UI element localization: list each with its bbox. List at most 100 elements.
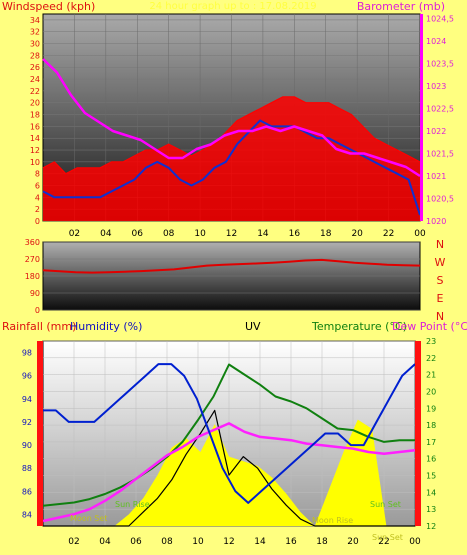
humidity-tick-label: 98: [22, 349, 32, 358]
windspeed-tick-label: 4: [35, 193, 40, 202]
direction-tick-label: 0: [35, 306, 40, 315]
x-tick-label: 08: [161, 537, 173, 547]
humidity-tick-label: 88: [22, 464, 32, 473]
rain-axis-bar: [37, 341, 43, 526]
temperature-tick-label: 18: [426, 421, 436, 430]
windspeed-axis-label: Windspeed (kph): [2, 0, 95, 13]
x-tick-label: 04: [99, 537, 111, 547]
direction-tick-label: 90: [30, 289, 40, 298]
temperature-tick-label: 20: [426, 387, 436, 396]
x-tick-label: 06: [132, 229, 144, 239]
compass-label: N: [436, 238, 444, 251]
temperature-tick-label: 16: [426, 455, 436, 464]
humidity-tick-label: 84: [22, 510, 32, 519]
x-tick-label: 00: [409, 537, 421, 547]
temperature-tick-label: 13: [426, 505, 436, 514]
x-tick-label: 02: [69, 229, 80, 239]
x-tick-label: 18: [316, 537, 328, 547]
humidity-tick-label: 90: [22, 441, 32, 450]
barometer-tick-label: 1023: [426, 82, 446, 91]
windspeed-tick-label: 16: [30, 122, 40, 131]
compass-label: W: [435, 256, 446, 269]
barometer-tick-label: 1021: [426, 172, 446, 181]
humidity-axis-label: Humidity (%): [70, 320, 142, 333]
barometer-tick-label: 1021,5: [426, 150, 454, 159]
windspeed-tick-label: 24: [30, 75, 40, 84]
barometer-tick-label: 1022,5: [426, 105, 454, 114]
x-tick-label: 04: [100, 229, 112, 239]
uv-axis-label: UV: [245, 320, 261, 333]
barometer-tick-label: 1020: [426, 217, 446, 226]
x-tick-label: 10: [194, 229, 206, 239]
solar-line: [43, 409, 415, 527]
windspeed-tick-label: 30: [30, 40, 40, 49]
x-tick-label: 02: [68, 537, 79, 547]
barometer-tick-label: 1024: [426, 37, 446, 46]
wind-direction-line: [42, 258, 421, 274]
humidity-tick-label: 94: [22, 395, 32, 404]
direction-tick-label: 360: [25, 238, 40, 247]
temperature-tick-label: 23: [426, 337, 436, 346]
x-tick-label: 06: [130, 537, 142, 547]
x-tick-label: 12: [223, 537, 234, 547]
x-tick-label: 16: [285, 537, 297, 547]
x-tick-label: 12: [226, 229, 237, 239]
barometer-axis-label: Barometer (mb): [357, 0, 445, 13]
event-annotation: Sun Set: [370, 500, 401, 509]
windspeed-tick-label: 32: [30, 28, 40, 37]
temperature-tick-label: 22: [426, 354, 436, 363]
dewpoint-axis-bar: [415, 341, 421, 526]
direction-tick-label: 270: [25, 255, 40, 264]
barometer-tick-label: 1022: [426, 127, 446, 136]
windspeed-tick-label: 20: [30, 99, 40, 108]
dewpoint-axis-label: Dew Point (°C): [392, 320, 467, 333]
humidity-line: [43, 363, 416, 504]
barometer-tick-label: 1023,5: [426, 60, 454, 69]
x-tick-label: 22: [383, 229, 394, 239]
chart-title: 24 hour graph up to : 17.08.2019: [149, 1, 316, 12]
temperature-tick-label: 17: [426, 438, 436, 447]
x-tick-label: 20: [351, 229, 363, 239]
temperature-tick-label: 12: [426, 522, 436, 531]
temperature-tick-label: 19: [426, 404, 436, 413]
windspeed-tick-label: 28: [30, 51, 40, 60]
temperature-line: [42, 363, 415, 507]
humidity-tick-label: 96: [22, 372, 32, 381]
temperature-tick-label: 15: [426, 472, 436, 481]
humidity-tick-label: 86: [22, 487, 32, 496]
x-tick-label: 18: [320, 229, 332, 239]
windspeed-tick-label: 26: [30, 63, 40, 72]
event-annotation: Sun Set: [372, 533, 403, 542]
compass-label: S: [437, 274, 444, 287]
temperature-tick-label: 21: [426, 371, 436, 380]
x-tick-label: 10: [192, 537, 204, 547]
humidity-tick-label: 92: [22, 418, 32, 427]
event-annotation: Moon Set: [70, 514, 107, 523]
barometer-axis-bar: [420, 14, 423, 221]
rainfall-axis-label: Rainfall (mm): [2, 320, 76, 333]
direction-tick-label: 180: [25, 272, 40, 281]
x-tick-label: 20: [347, 537, 359, 547]
x-tick-label: 00: [414, 229, 426, 239]
windspeed-tick-label: 10: [30, 158, 40, 167]
barometer-tick-label: 1020,5: [426, 195, 454, 204]
compass-label: E: [437, 292, 444, 305]
x-tick-label: 14: [254, 537, 266, 547]
dewpoint-line: [42, 422, 416, 523]
temperature-tick-label: 14: [426, 488, 436, 497]
barometer-line: [42, 58, 421, 178]
windspeed-tick-label: 14: [30, 134, 40, 143]
windspeed-tick-label: 0: [35, 217, 40, 226]
event-annotation: Sun Rise: [115, 500, 150, 509]
barometer-tick-label: 1024,5: [426, 15, 454, 24]
compass-label: N: [436, 310, 444, 323]
x-tick-label: 08: [163, 229, 175, 239]
x-tick-label: 22: [378, 537, 389, 547]
windspeed-tick-label: 22: [30, 87, 40, 96]
x-tick-label: 14: [257, 229, 269, 239]
windspeed-tick-label: 2: [35, 205, 40, 214]
windspeed-tick-label: 18: [30, 111, 40, 120]
temperature-axis-label: Temperature (°C): [311, 320, 407, 333]
windspeed-tick-label: 8: [35, 170, 40, 179]
